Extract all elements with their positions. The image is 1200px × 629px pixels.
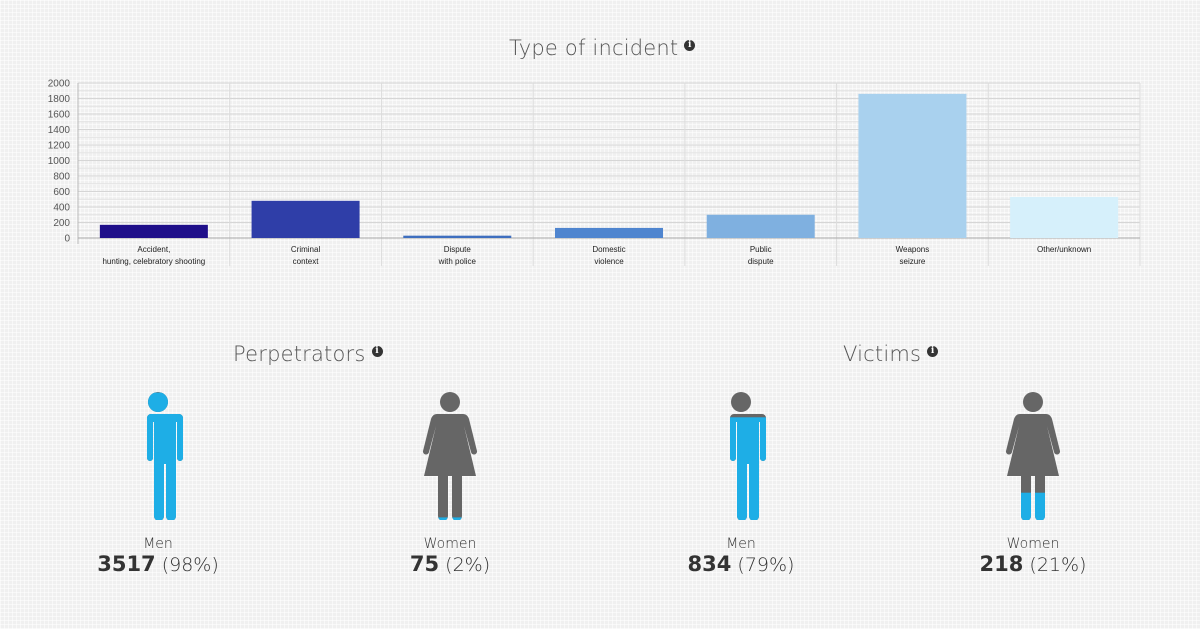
victims-men-value: 834 (79%) (661, 552, 821, 576)
bar[interactable] (403, 235, 512, 238)
percentage: (2%) (445, 554, 491, 576)
info-icon[interactable]: i (927, 346, 939, 357)
perpetrators-men: Men 3517 (98%) (78, 390, 238, 576)
x-tick-label: Dispute (444, 245, 472, 254)
y-tick-label: 1400 (48, 125, 71, 136)
x-tick-label: Criminal (291, 245, 321, 254)
bar[interactable] (1010, 196, 1119, 238)
y-tick-label: 400 (53, 203, 70, 214)
x-tick-label: Weapons (896, 245, 930, 254)
chart-title-text: Type of incident (509, 36, 679, 60)
perpetrators-women: Women 75 (2%) (370, 390, 530, 576)
incident-bar-chart: 0 200 400 600 800 1000 1200 1400 1600 1800 2000 Acc… (48, 79, 1141, 266)
x-tick-label: Domestic (592, 245, 625, 254)
perpetrators-women-label: Women (423, 536, 477, 552)
y-tick-label: 1800 (48, 94, 71, 105)
y-tick-label: 800 (53, 172, 70, 183)
info-icon[interactable]: i (684, 40, 696, 51)
count: 834 (687, 552, 732, 576)
x-tick-label: Accident, (137, 245, 170, 254)
x-tick-label: context (293, 257, 320, 266)
victims-men: Men 834 (79%) (661, 390, 821, 576)
y-tick-label: 2000 (48, 79, 71, 90)
y-tick-label: 1000 (48, 156, 71, 167)
bar[interactable] (555, 227, 663, 238)
x-tick-label: with police (438, 257, 477, 266)
y-tick-label: 0 (64, 234, 70, 245)
percentage: (21%) (1029, 554, 1087, 576)
perpetrators-title-text: Perpetrators (233, 342, 366, 366)
y-tick-label: 200 (53, 218, 70, 229)
woman-icon (422, 392, 478, 520)
perpetrators-men-label: Men (143, 536, 173, 552)
victims-women-value: 218 (21%) (953, 552, 1113, 576)
x-tick-label: Public (750, 245, 772, 254)
victims-title-text: Victims (843, 342, 922, 366)
percentage: (79%) (737, 554, 795, 576)
victims-women-label: Women (1006, 536, 1060, 552)
x-tick-label: dispute (748, 257, 774, 266)
y-tick-label: 1200 (48, 141, 71, 152)
bar[interactable] (706, 214, 815, 238)
bar[interactable] (858, 93, 967, 238)
x-tick-label: violence (594, 257, 624, 266)
y-tick-label: 600 (53, 187, 70, 198)
x-tick-label: hunting, celebratory shooting (102, 257, 205, 266)
info-icon[interactable]: i (371, 346, 383, 357)
count: 3517 (97, 552, 156, 576)
chart-title: Type of incident i (509, 36, 696, 60)
victims-women: Women 218 (21%) (953, 390, 1113, 576)
perpetrators-women-value: 75 (2%) (370, 552, 530, 576)
count: 75 (409, 552, 440, 576)
bar[interactable] (251, 200, 360, 238)
victims-title: Victims i (843, 342, 939, 366)
bar[interactable] (99, 224, 208, 238)
x-tick-label: seizure (900, 257, 926, 266)
perpetrators-title: Perpetrators i (233, 342, 383, 366)
x-tick-label: Other/unknown (1037, 245, 1091, 254)
woman-icon (1005, 392, 1061, 520)
man-icon (720, 392, 766, 520)
percentage: (98%) (161, 554, 219, 576)
man-icon (137, 392, 183, 520)
count: 218 (979, 552, 1024, 576)
perpetrators-men-value: 3517 (98%) (78, 552, 238, 576)
victims-men-label: Men (726, 536, 756, 552)
y-tick-label: 1600 (48, 110, 71, 121)
